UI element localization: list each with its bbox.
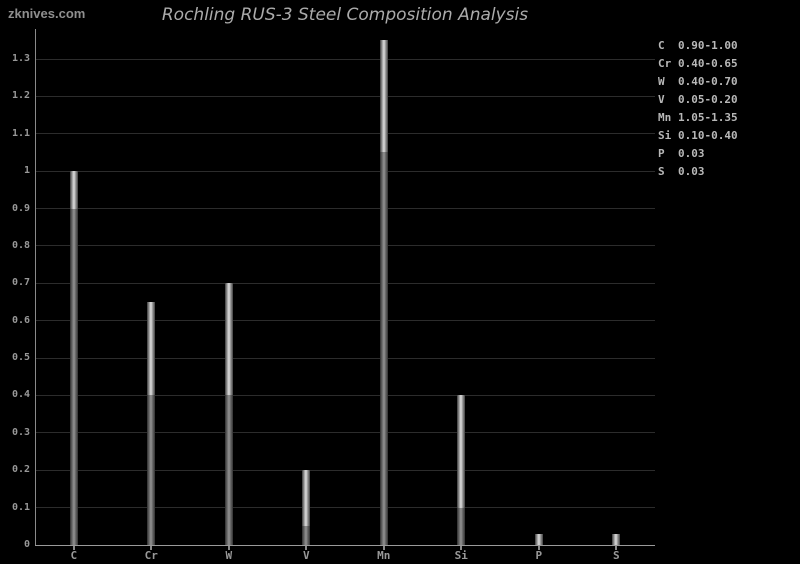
legend-entry-si: Si 0.10-0.40 — [658, 129, 738, 147]
legend-value: 0.03 — [678, 147, 705, 160]
x-axis-tick-label: Si — [454, 549, 468, 562]
bar-p-range — [534, 533, 543, 545]
gridline — [35, 320, 655, 322]
x-axis-tick — [305, 546, 308, 550]
x-axis-tick — [227, 546, 230, 550]
y-axis-tick-label: 0.1 — [11, 501, 30, 513]
x-axis-tick — [460, 546, 463, 550]
legend-symbol: Mn — [658, 111, 672, 124]
y-axis-tick-label: 0.6 — [11, 314, 30, 326]
legend-entry-c: C 0.90-1.00 — [658, 39, 738, 57]
gridline — [35, 282, 655, 284]
gridline — [35, 208, 655, 210]
gridline — [35, 357, 655, 359]
legend-entry-mn: Mn 1.05-1.35 — [658, 111, 738, 129]
y-axis-tick-label: 1.1 — [11, 127, 30, 139]
legend-entry-w: W 0.40-0.70 — [658, 75, 738, 93]
legend-value: 0.03 — [678, 165, 705, 178]
y-axis-tick-label: 1 — [23, 165, 30, 177]
y-axis-tick-label: 0.7 — [11, 277, 30, 289]
x-axis-tick — [150, 546, 153, 550]
legend-value: 0.40-0.65 — [678, 57, 738, 70]
legend-value: 0.90-1.00 — [678, 39, 738, 52]
legend-entry-cr: Cr 0.40-0.65 — [658, 57, 738, 75]
gridline — [35, 170, 655, 172]
x-axis-tick — [72, 546, 75, 550]
bar-mn-range — [379, 40, 388, 153]
legend-symbol: P — [658, 147, 665, 160]
y-axis-tick-label: 0.5 — [11, 352, 30, 364]
bar-cr-range — [147, 302, 156, 396]
x-axis-tick-label: W — [225, 549, 233, 562]
legend-symbol: S — [658, 165, 665, 178]
legend-value: 0.10-0.40 — [678, 129, 738, 142]
y-axis-tick-label: 1.3 — [11, 53, 30, 64]
legend-entry-p: P 0.03 — [658, 147, 738, 165]
bar-si-range — [457, 395, 466, 508]
bar-v-range — [302, 470, 311, 527]
bar-si-base — [457, 507, 466, 545]
legend-value: 0.05-0.20 — [678, 93, 738, 106]
x-axis-tick-label: Mn — [377, 549, 391, 562]
x-axis-tick-label: Cr — [144, 549, 158, 562]
gridline — [35, 432, 655, 434]
legend-symbol: Si — [658, 129, 672, 142]
gridline — [35, 469, 655, 471]
y-axis-tick-label: 0.3 — [11, 426, 30, 438]
x-axis-tick-label: C — [70, 549, 78, 562]
bar-c-base — [69, 208, 78, 545]
gridline — [35, 95, 655, 97]
gridline — [35, 58, 655, 60]
bar-s-range — [612, 533, 621, 545]
gridline — [35, 507, 655, 509]
legend-symbol: Cr — [658, 57, 672, 70]
x-axis-tick-label: P — [535, 549, 543, 562]
x-axis-tick — [615, 546, 618, 550]
bar-cr-base — [147, 395, 156, 545]
x-axis-tick — [537, 546, 540, 550]
legend-symbol: C — [658, 39, 665, 52]
y-axis-tick-label: 0.9 — [11, 202, 30, 214]
y-axis-tick-label: 0.4 — [11, 389, 30, 401]
legend-value: 1.05-1.35 — [678, 111, 738, 124]
site-watermark: zknives.com — [8, 6, 86, 21]
legend-entry-v: V 0.05-0.20 — [658, 93, 738, 111]
x-axis-tick — [382, 546, 385, 550]
legend: C 0.90-1.00 Cr 0.40-0.65 W 0.40-0.70 V 0.05-0.2… — [658, 39, 738, 183]
y-axis-tick-label: 0.8 — [11, 239, 30, 251]
bar-c-range — [69, 171, 78, 209]
gridline — [35, 245, 655, 247]
chart-title: Rochling RUS-3 Steel Composition Analysi… — [161, 5, 529, 25]
gridline — [35, 394, 655, 396]
gridline — [35, 133, 655, 135]
legend-value: 0.40-0.70 — [678, 75, 738, 88]
legend-symbol: W — [658, 75, 665, 88]
y-axis-tick-label: 0.2 — [11, 464, 30, 476]
y-axis-tick-label: 0 — [23, 539, 30, 550]
y-axis-tick-label: 1.2 — [11, 90, 30, 102]
bar-w-range — [224, 283, 233, 396]
x-axis-tick-label: V — [302, 549, 310, 562]
bar-w-base — [224, 395, 233, 545]
legend-symbol: V — [658, 93, 665, 106]
legend-entry-s: S 0.03 — [658, 165, 738, 183]
bar-v-base — [302, 526, 311, 545]
x-axis — [35, 545, 655, 546]
x-axis-tick-label: S — [612, 549, 620, 562]
bar-mn-base — [379, 152, 388, 545]
y-axis — [35, 29, 36, 545]
